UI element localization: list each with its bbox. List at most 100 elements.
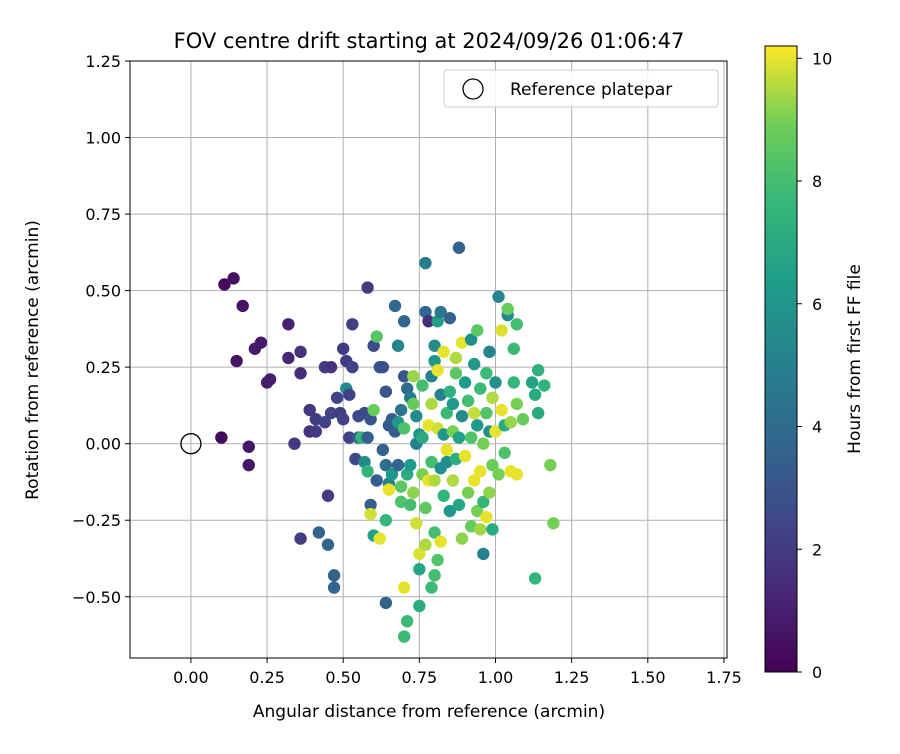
data-point	[282, 318, 295, 331]
data-point	[391, 458, 405, 472]
data-point	[394, 403, 408, 417]
data-point	[495, 324, 508, 337]
data-point	[528, 572, 542, 585]
data-point	[446, 397, 460, 411]
data-point	[364, 507, 377, 521]
x-axis-ticks: 0.00 0.25 0.50 0.75 1.00 1.25 1.50 1.75	[173, 658, 742, 687]
data-point	[525, 376, 539, 389]
data-point	[379, 458, 393, 472]
data-point	[474, 465, 487, 478]
data-point	[407, 397, 420, 411]
data-point	[440, 406, 453, 420]
data-point	[321, 489, 335, 502]
data-point	[467, 406, 481, 420]
x-tick-label: 1.50	[630, 668, 666, 687]
colorbar: 0 2 4 6 8 10 Hours from first FF file	[764, 45, 865, 682]
data-point	[483, 486, 496, 499]
data-point	[410, 517, 423, 530]
x-tick-label: 0.50	[325, 668, 361, 687]
data-point	[337, 413, 350, 426]
legend-box	[443, 69, 719, 108]
data-point	[419, 538, 432, 551]
data-point	[474, 382, 487, 395]
colorbar-tick-label: 2	[812, 540, 822, 559]
data-point	[397, 422, 411, 435]
data-point	[467, 474, 481, 487]
chart-title: FOV centre drift starting at 2024/09/26 …	[174, 29, 685, 53]
data-point	[379, 514, 393, 527]
y-tick-label: −0.50	[72, 588, 121, 607]
colorbar-tick-label: 4	[812, 418, 822, 437]
data-point	[486, 391, 499, 404]
x-axis-title: Angular distance from reference (arcmin)	[253, 702, 605, 722]
data-point	[480, 406, 493, 420]
data-point	[413, 563, 426, 576]
data-point	[486, 523, 499, 536]
data-point	[303, 403, 316, 417]
data-point	[337, 342, 350, 355]
data-point	[294, 345, 307, 359]
data-point	[489, 376, 502, 389]
data-point	[407, 486, 420, 499]
y-tick-label: 1.25	[85, 52, 121, 71]
data-point	[464, 431, 478, 444]
data-point	[440, 443, 453, 457]
y-tick-label: 0.00	[85, 435, 121, 454]
data-point	[376, 360, 390, 374]
data-point	[397, 315, 411, 328]
data-point	[400, 615, 414, 628]
data-point	[428, 474, 441, 487]
data-point	[464, 333, 478, 346]
data-point	[236, 299, 249, 313]
data-point	[498, 446, 511, 460]
data-point	[346, 318, 359, 331]
data-point	[242, 458, 255, 472]
data-point	[318, 416, 332, 429]
data-point	[531, 364, 545, 377]
data-point	[428, 526, 441, 539]
data-point	[437, 489, 450, 502]
data-point	[370, 330, 383, 343]
data-point	[467, 357, 481, 371]
data-point	[422, 315, 435, 328]
data-point	[263, 373, 277, 386]
colorbar-tick-label: 6	[812, 295, 822, 314]
data-point	[367, 403, 380, 417]
data-point	[538, 379, 551, 392]
grid	[130, 60, 727, 658]
y-tick-label: 1.00	[85, 129, 121, 148]
data-point	[474, 523, 487, 536]
colorbar-tick-label: 8	[812, 172, 822, 191]
data-point	[218, 278, 231, 291]
data-point	[480, 367, 493, 380]
data-point	[443, 504, 457, 518]
data-point	[370, 474, 383, 487]
data-point	[507, 342, 520, 355]
x-tick-label: 0.75	[402, 668, 438, 687]
data-point	[461, 394, 475, 408]
data-point	[242, 440, 255, 453]
data-point	[330, 391, 344, 404]
data-point	[480, 510, 493, 524]
data-point	[492, 468, 505, 481]
data-point	[324, 360, 338, 374]
data-point	[455, 409, 469, 423]
data-point	[413, 599, 426, 613]
data-point	[397, 630, 411, 643]
x-tick-label: 1.25	[554, 668, 590, 687]
data-point	[294, 367, 307, 380]
data-point	[461, 486, 475, 499]
data-point	[425, 455, 438, 469]
data-point	[361, 431, 374, 444]
data-point	[410, 409, 423, 423]
colorbar-gradient	[764, 45, 798, 673]
colorbar-ticks: 0 2 4 6 8 10	[797, 49, 832, 682]
data-point	[531, 406, 545, 420]
data-point	[471, 324, 484, 337]
data-point	[309, 425, 323, 438]
data-point	[492, 290, 505, 303]
data-point	[471, 504, 484, 518]
y-tick-label: 0.50	[85, 282, 121, 301]
data-point	[282, 351, 295, 365]
